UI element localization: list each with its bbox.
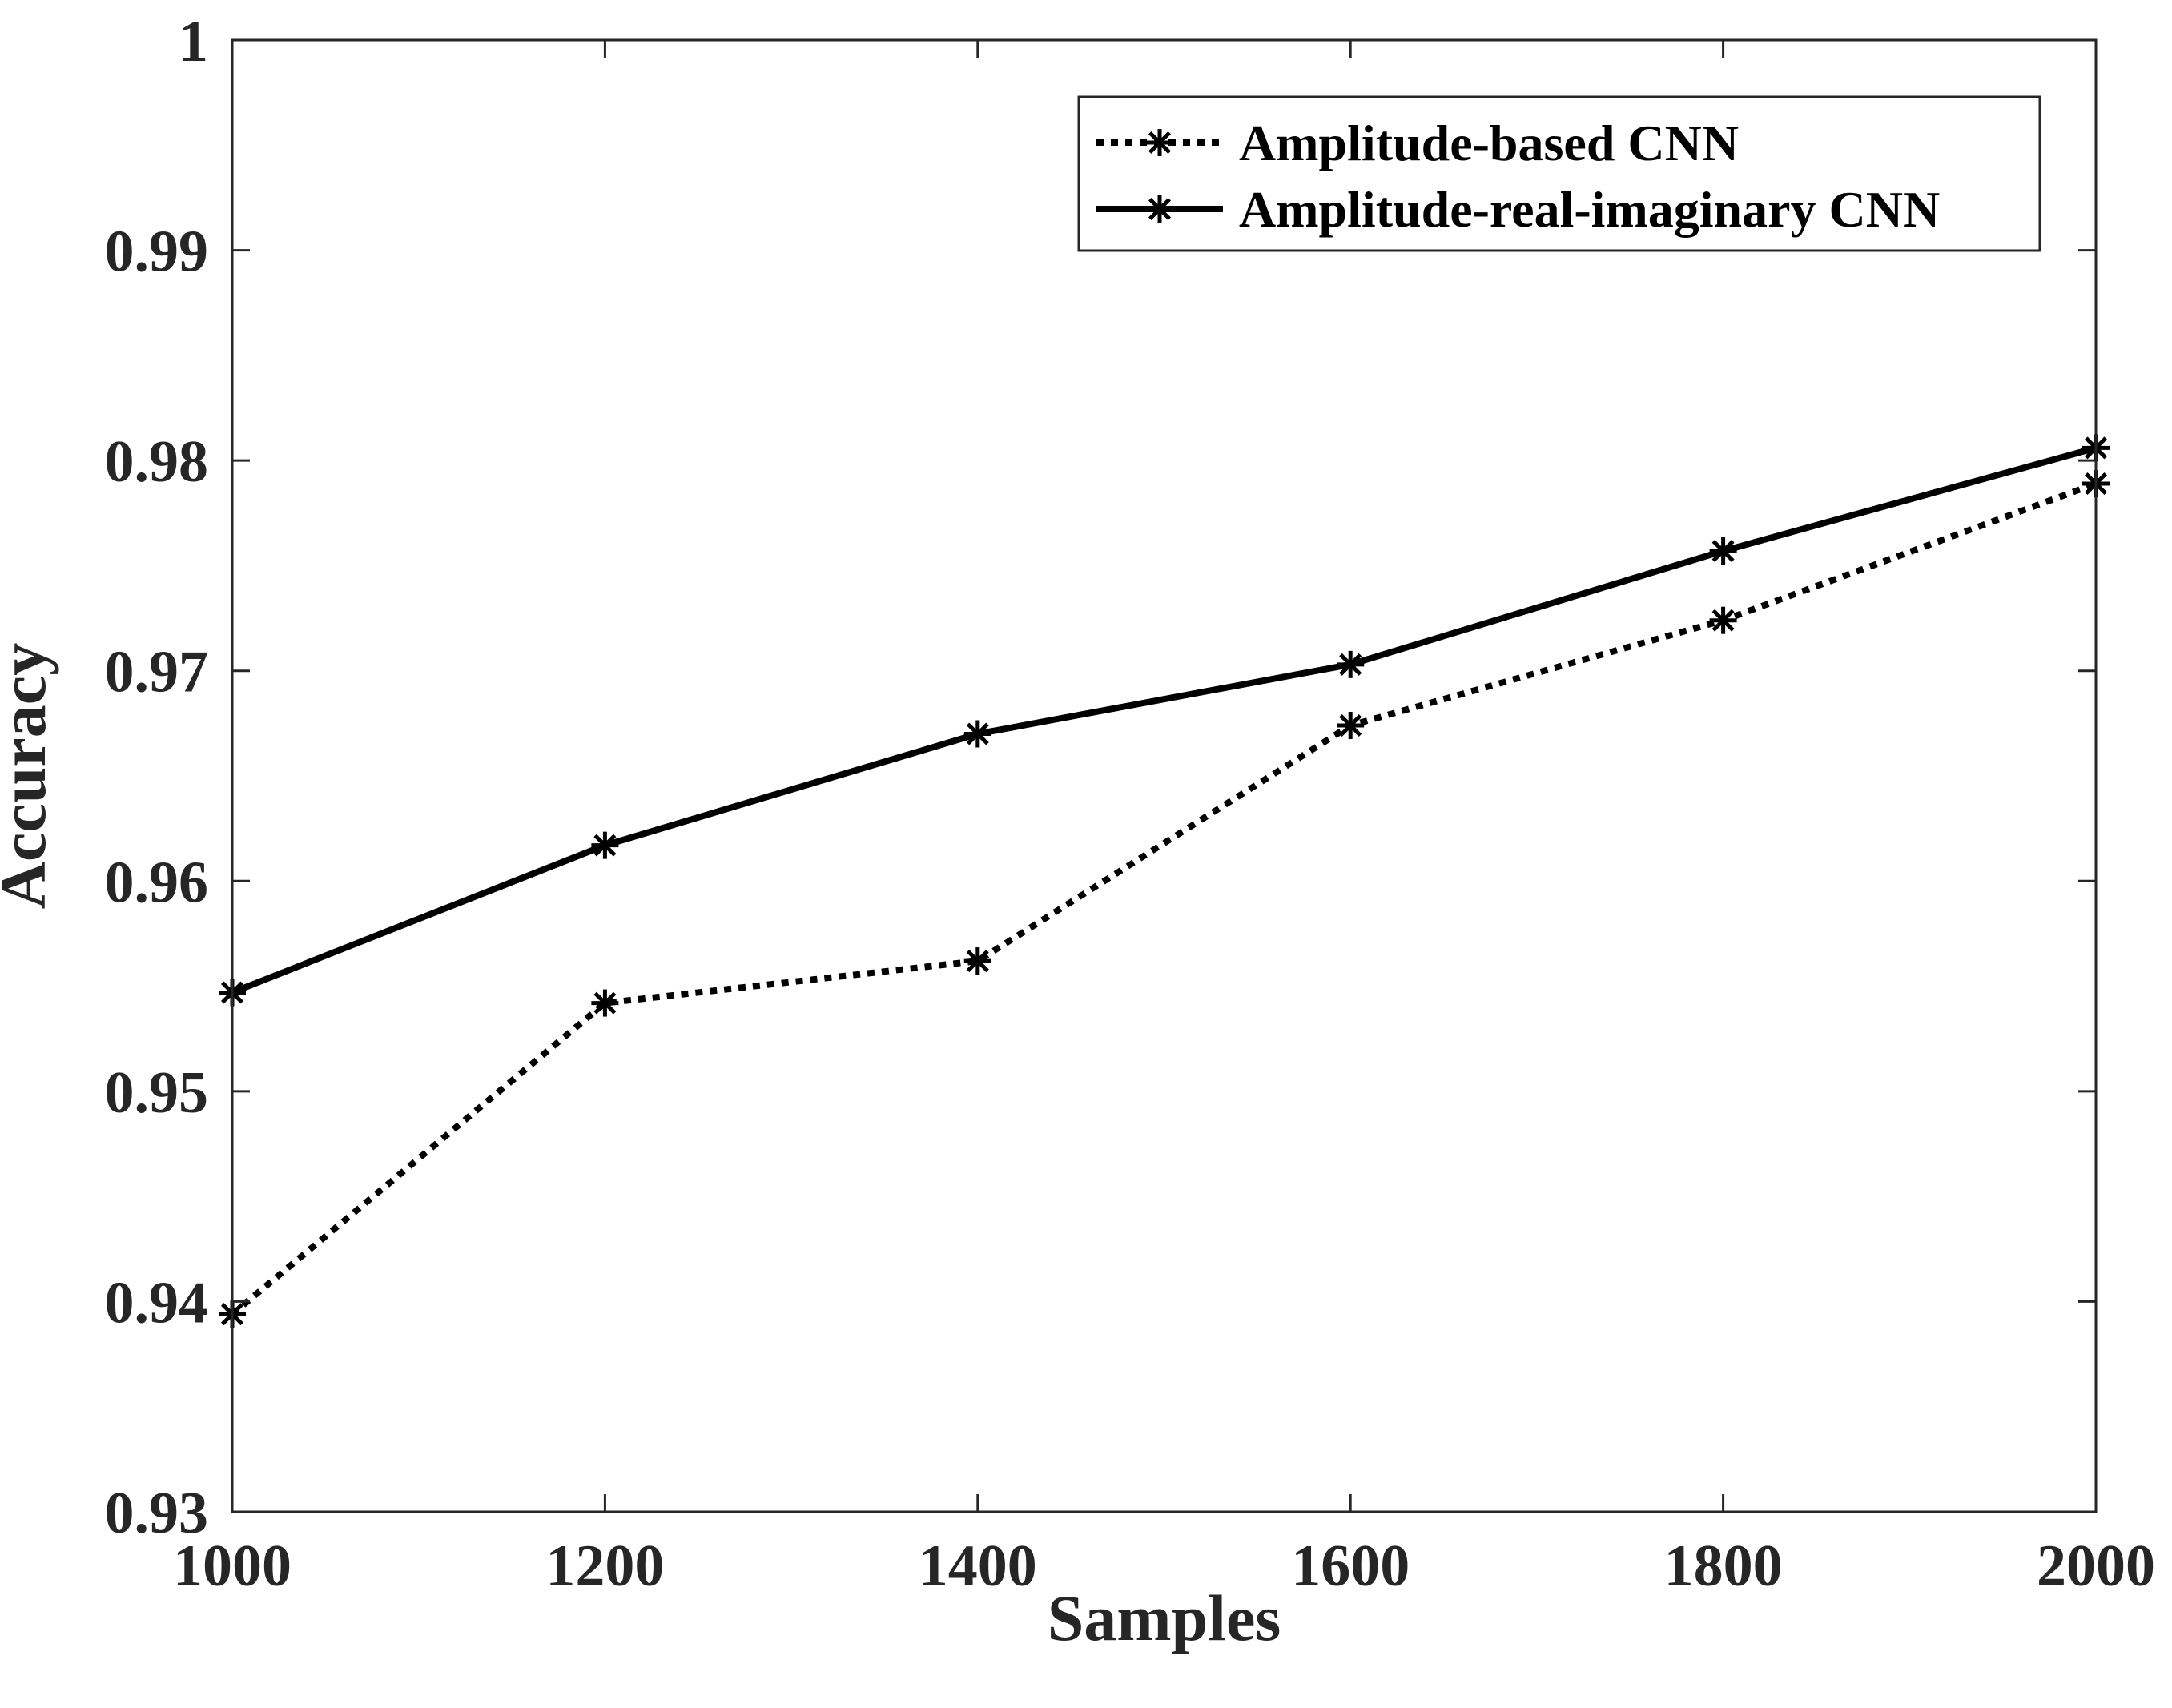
x-tick-label: 1000: [173, 1533, 292, 1599]
data-point-marker: [963, 947, 991, 975]
data-point-marker-stroke: [1711, 609, 1735, 632]
x-tick-label: 2000: [2037, 1533, 2155, 1599]
data-point-marker: [1709, 537, 1737, 565]
y-tick-label: 0.96: [105, 850, 209, 915]
y-tick-label: 1: [179, 9, 208, 74]
legend-marker-stroke: [1148, 197, 1172, 221]
data-point-marker-stroke: [966, 722, 989, 745]
data-point-marker: [1337, 711, 1365, 739]
legend-label: Amplitude-real-imaginary CNN: [1239, 181, 1940, 238]
y-tick-label: 0.93: [105, 1481, 209, 1546]
data-point-marker: [591, 831, 619, 859]
x-tick-label: 1400: [919, 1533, 1037, 1599]
legend-marker: [1146, 195, 1173, 223]
y-tick-label: 0.94: [105, 1270, 209, 1336]
legend-label: Amplitude-based CNN: [1239, 115, 1739, 171]
series-lines: [230, 444, 2098, 1317]
data-point-marker: [963, 720, 991, 748]
series-line-2: [231, 444, 2098, 996]
y-axis-tick-labels: 0.93 0.94 0.95 0.96 0.97 0.98 0.99 1: [105, 9, 209, 1546]
data-point-marker-stroke: [966, 950, 989, 973]
data-point-marker-stroke: [593, 991, 617, 1015]
legend-box: [1077, 95, 2041, 252]
axis-ticks: [231, 38, 2098, 1513]
data-point-marker-stroke: [593, 834, 617, 857]
data-point-marker: [1709, 606, 1737, 634]
legend-entries: Amplitude-based CNN Amplitude-real-imagin…: [1096, 115, 1940, 238]
legend-marker: [1146, 129, 1173, 156]
legend: Amplitude-based CNN Amplitude-real-imagin…: [1077, 95, 2041, 252]
y-tick-label: 0.97: [105, 640, 209, 705]
data-point-marker: [1337, 650, 1365, 678]
y-tick-label: 0.99: [105, 219, 209, 285]
legend-entry: Amplitude-real-imaginary CNN: [1096, 181, 1940, 238]
legend-marker-stroke: [1148, 131, 1172, 155]
plot-area-frame: [231, 38, 2098, 1513]
y-tick-label: 0.98: [105, 429, 209, 495]
data-point-marker: [591, 989, 619, 1017]
x-axis-title: Samples: [1048, 1581, 1281, 1654]
x-tick-label: 1600: [1291, 1533, 1410, 1599]
x-tick-label: 1800: [1664, 1533, 1783, 1599]
y-axis-title: Accuracy: [0, 643, 59, 909]
data-point-marker-stroke: [1339, 653, 1362, 676]
data-point-marker-stroke: [1711, 540, 1735, 563]
x-tick-label: 1200: [545, 1533, 664, 1599]
series-line-1: [230, 480, 2098, 1317]
data-point-marker-stroke: [1339, 713, 1362, 737]
y-tick-label: 0.95: [105, 1060, 209, 1126]
x-axis-tick-labels: 1000 1200 1400 1600 1800 2000: [173, 1533, 2155, 1599]
legend-entry: Amplitude-based CNN: [1096, 115, 1739, 171]
